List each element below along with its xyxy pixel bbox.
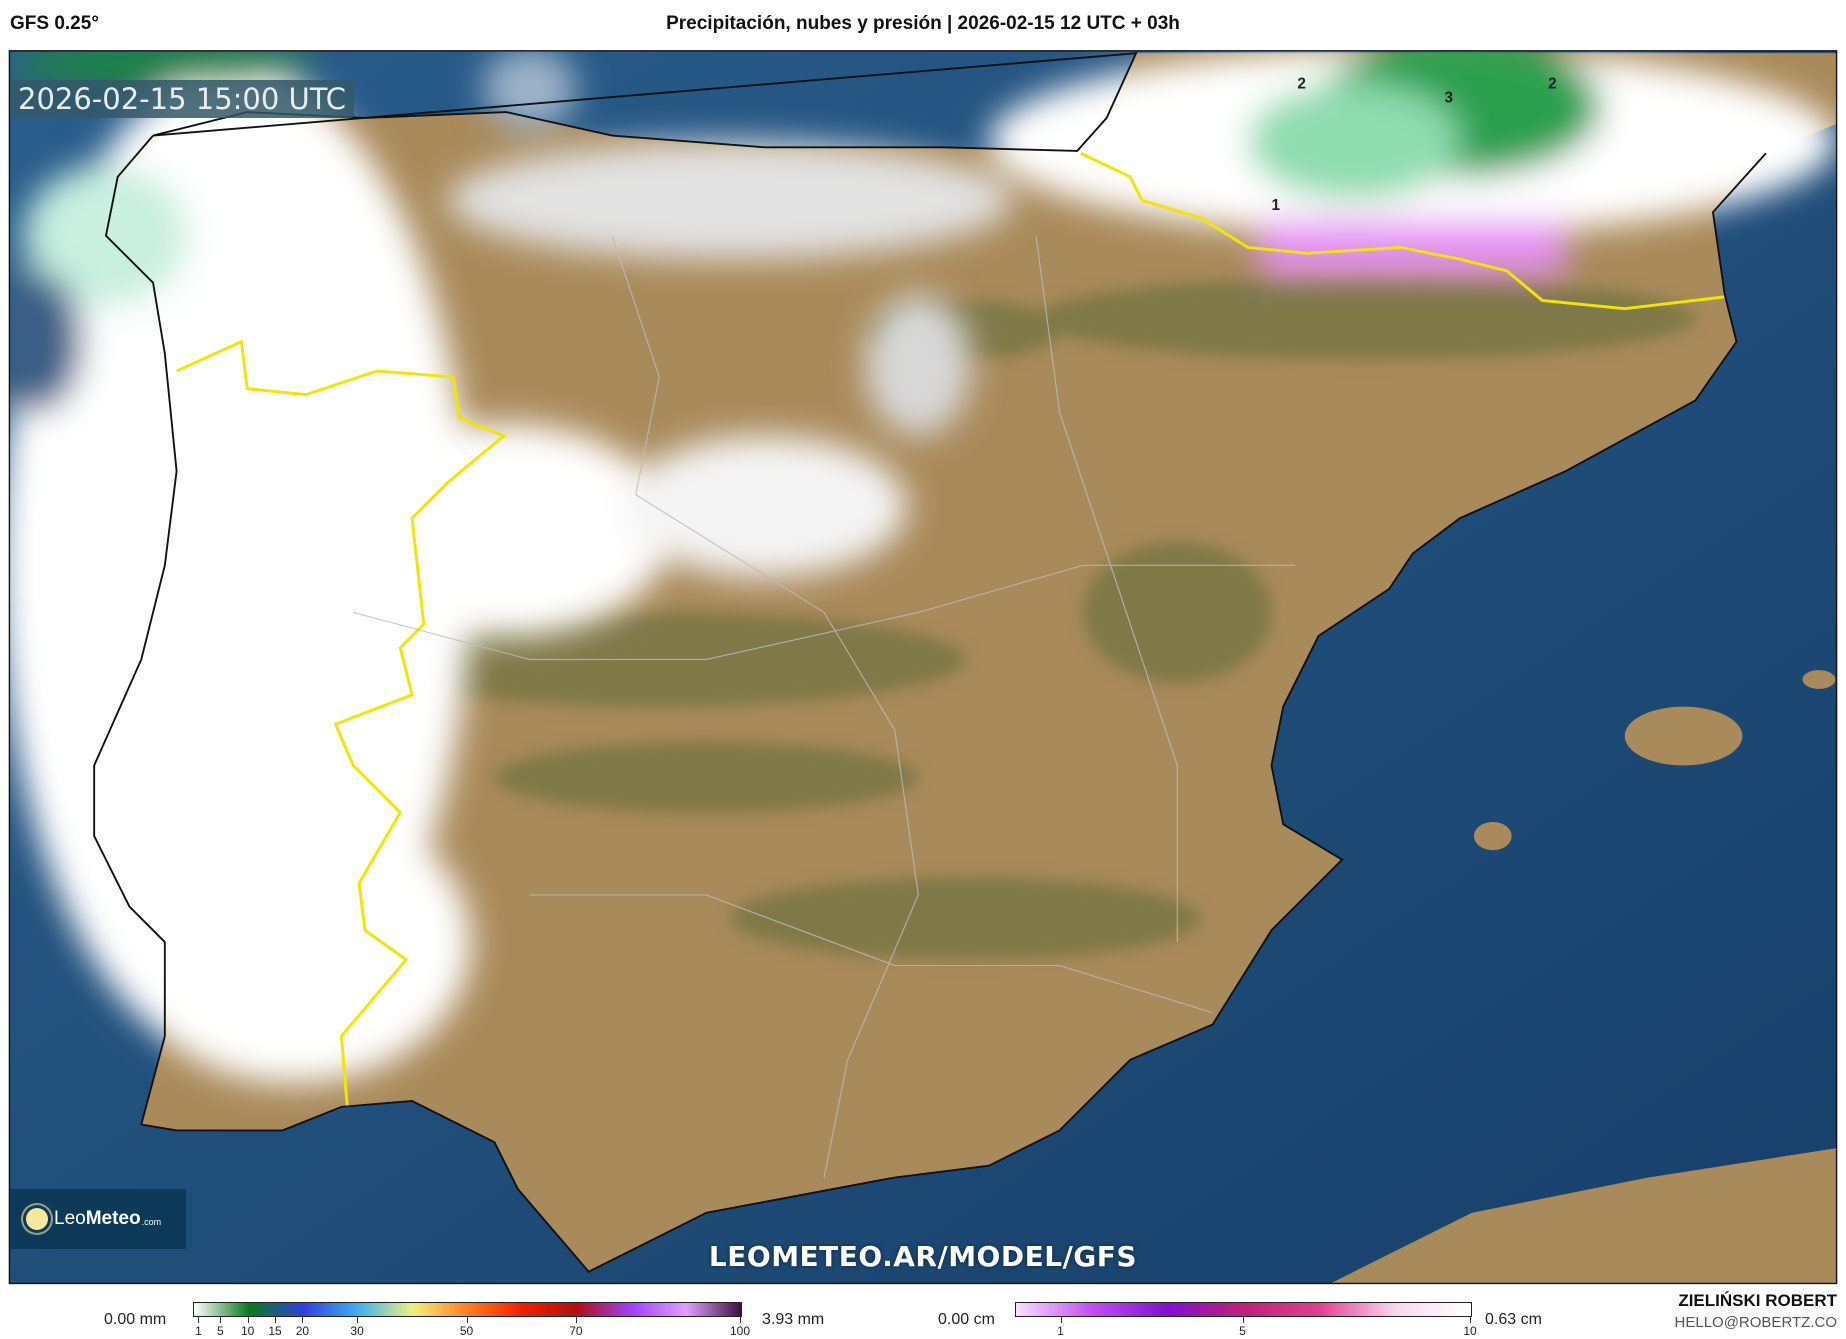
leometeo-logo[interactable]: Leo Meteo .com [10,1189,186,1249]
precip-colorbar [193,1302,742,1317]
border-spain-portugal [175,339,507,1107]
tick-mark [357,1317,359,1323]
tick-mark [198,1317,200,1323]
tick-mark [575,1317,577,1323]
snow-colorbar [1015,1302,1472,1317]
ibiza [1473,821,1512,851]
tick-label: 10 [241,1324,255,1338]
valid-time-label: 2026-02-15 15:00 UTC [10,80,355,118]
tick-label: 1 [195,1324,202,1338]
cloud-layer [9,50,1837,1084]
source-watermark: LEOMETEO.AR/MODEL/GFS [708,1240,1138,1273]
tick-label: 100 [729,1324,751,1338]
tick-label: 50 [459,1324,474,1338]
tick-mark [1470,1317,1471,1323]
tick-mark [740,1317,741,1323]
tick-mark [302,1317,304,1323]
snow-max-label: 0.63 cm [1485,1311,1542,1328]
menorca [1802,670,1836,689]
isobar-label: 2 [1297,76,1306,93]
tick-label: 30 [350,1324,364,1338]
border-spain-france [1080,151,1725,311]
logo-suffix: .com [141,1216,162,1227]
isobar-label: 3 [1445,90,1454,107]
isobar-label: 2 [1548,76,1557,93]
model-label: GFS 0.25° [10,13,99,34]
logo-bold: Meteo [85,1208,141,1229]
tick-label: 20 [295,1324,310,1338]
snow-min-label: 0.00 cm [938,1311,995,1328]
logo-prefix: Leo [54,1208,86,1229]
land-africa [1330,1148,1837,1284]
tick-mark [275,1317,277,1323]
precip-min-label: 0.00 mm [104,1311,167,1328]
author-name: ZIELIŃSKI ROBERT [1678,1291,1837,1310]
tick-label: 5 [1239,1324,1246,1338]
map-title: Precipitación, nubes y presión | 2026-02… [666,13,1180,34]
tick-mark [1242,1317,1244,1323]
mallorca [1624,706,1743,766]
tick-label: 5 [217,1324,224,1338]
region-borders [353,235,1296,1178]
tick-label: 70 [569,1324,583,1338]
precip-max-label: 3.93 mm [762,1311,825,1328]
tick-mark [466,1317,468,1323]
tick-mark [1060,1317,1062,1323]
tick-label: 1 [1057,1324,1064,1338]
tick-label: 15 [268,1324,282,1338]
tick-mark [220,1317,222,1323]
tick-mark [247,1317,249,1323]
isobar-label: 1 [1271,197,1280,214]
sun-icon [26,1208,48,1230]
author-email[interactable]: HELLO@ROBERTZ.CO [1674,1314,1837,1331]
tick-label: 10 [1463,1324,1477,1338]
